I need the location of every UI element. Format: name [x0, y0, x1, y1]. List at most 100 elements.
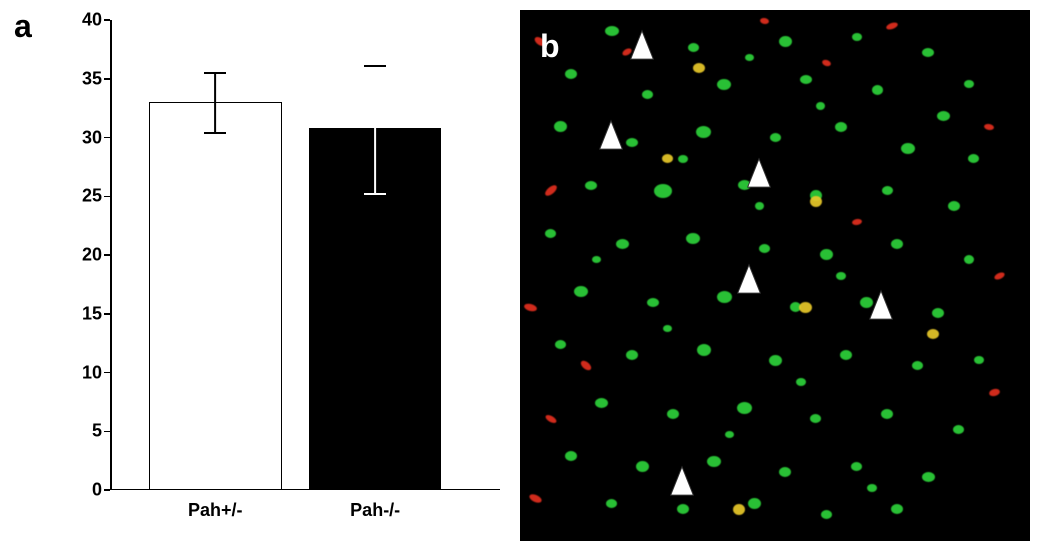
cell: [745, 54, 754, 61]
y-tick-label: 20: [82, 245, 102, 266]
cell: [585, 181, 597, 190]
cell: [528, 493, 543, 505]
error-cap: [364, 65, 386, 67]
y-tick-mark: [104, 431, 110, 433]
cell: [693, 63, 705, 73]
error-cap: [204, 132, 226, 134]
cell: [836, 272, 846, 280]
y-tick-mark: [104, 372, 110, 374]
cell: [891, 504, 903, 514]
cell: [554, 121, 567, 132]
cell: [851, 219, 862, 227]
y-tick-mark: [104, 254, 110, 256]
cell: [851, 462, 862, 471]
cell: [697, 344, 711, 356]
cell: [565, 451, 577, 461]
cell: [852, 33, 862, 41]
cell: [642, 90, 653, 99]
cell: [677, 504, 689, 514]
cell: [779, 467, 791, 477]
cell: [948, 201, 960, 211]
cell: [779, 36, 792, 47]
y-axis-line: [110, 20, 112, 490]
cell: [901, 143, 915, 154]
cell: [725, 431, 734, 438]
cell: [821, 510, 832, 519]
cell: [545, 229, 556, 238]
cell: [968, 154, 979, 163]
cell: [717, 79, 731, 90]
cell: [755, 202, 764, 210]
microscopy-image: b: [520, 10, 1030, 541]
y-tick-label: 15: [82, 303, 102, 324]
cell: [543, 183, 558, 197]
arrowhead-icon: [742, 163, 776, 197]
cell: [840, 350, 852, 360]
cell: [696, 126, 711, 138]
panel-a: a Oligodendrocyte proliferation (%) 0510…: [0, 0, 520, 551]
panel-b-label: b: [540, 28, 560, 65]
cell: [867, 484, 877, 492]
cell: [663, 325, 672, 332]
cell: [626, 350, 638, 360]
cell: [796, 378, 806, 386]
cell: [748, 498, 761, 509]
cell: [595, 398, 608, 408]
cell: [733, 504, 745, 515]
y-tick-mark: [104, 196, 110, 198]
cell: [835, 122, 847, 132]
cell: [964, 255, 974, 264]
y-tick-label: 0: [92, 480, 102, 501]
x-category-label: Pah+/-: [188, 500, 243, 521]
cell: [937, 111, 950, 121]
cell: [667, 409, 679, 419]
y-tick-mark: [104, 78, 110, 80]
y-tick-label: 30: [82, 127, 102, 148]
cell: [993, 270, 1006, 280]
panel-b: b: [520, 0, 1050, 551]
figure-container: a Oligodendrocyte proliferation (%) 0510…: [0, 0, 1050, 551]
cell: [678, 155, 688, 163]
y-tick-label: 25: [82, 186, 102, 207]
cell: [821, 59, 832, 68]
cell: [717, 291, 732, 303]
error-cap: [364, 193, 386, 195]
cell: [912, 361, 923, 370]
y-tick-label: 35: [82, 68, 102, 89]
cell: [544, 413, 557, 424]
cell: [922, 472, 935, 482]
cell: [799, 302, 812, 313]
cell: [891, 239, 903, 249]
cell: [760, 17, 770, 24]
cell: [662, 154, 673, 163]
cell: [565, 69, 577, 79]
cell: [984, 123, 995, 131]
cell: [881, 409, 893, 419]
y-tick-mark: [104, 19, 110, 21]
cell: [816, 102, 825, 110]
cell: [886, 21, 899, 31]
arrowhead-icon: [732, 269, 766, 303]
cell: [616, 239, 629, 249]
cell: [523, 302, 537, 312]
y-tick-mark: [104, 137, 110, 139]
y-tick-label: 5: [92, 421, 102, 442]
arrowhead-icon: [665, 471, 699, 505]
error-cap: [204, 72, 226, 74]
cell: [707, 456, 721, 467]
error-bar: [214, 73, 216, 133]
cell: [636, 461, 649, 472]
x-category-label: Pah-/-: [350, 500, 400, 521]
y-tick-label: 10: [82, 362, 102, 383]
cell: [800, 75, 812, 84]
chart-area: 0510152025303540Pah+/-Pah-/-: [110, 20, 500, 490]
cell: [579, 359, 593, 372]
cell: [820, 249, 833, 260]
cell: [922, 48, 934, 57]
arrowhead-icon: [864, 295, 898, 329]
arrowhead-icon: [625, 35, 659, 69]
arrowhead-icon: [594, 125, 628, 159]
cell: [654, 184, 672, 198]
cell: [882, 186, 893, 195]
cell: [932, 308, 944, 318]
